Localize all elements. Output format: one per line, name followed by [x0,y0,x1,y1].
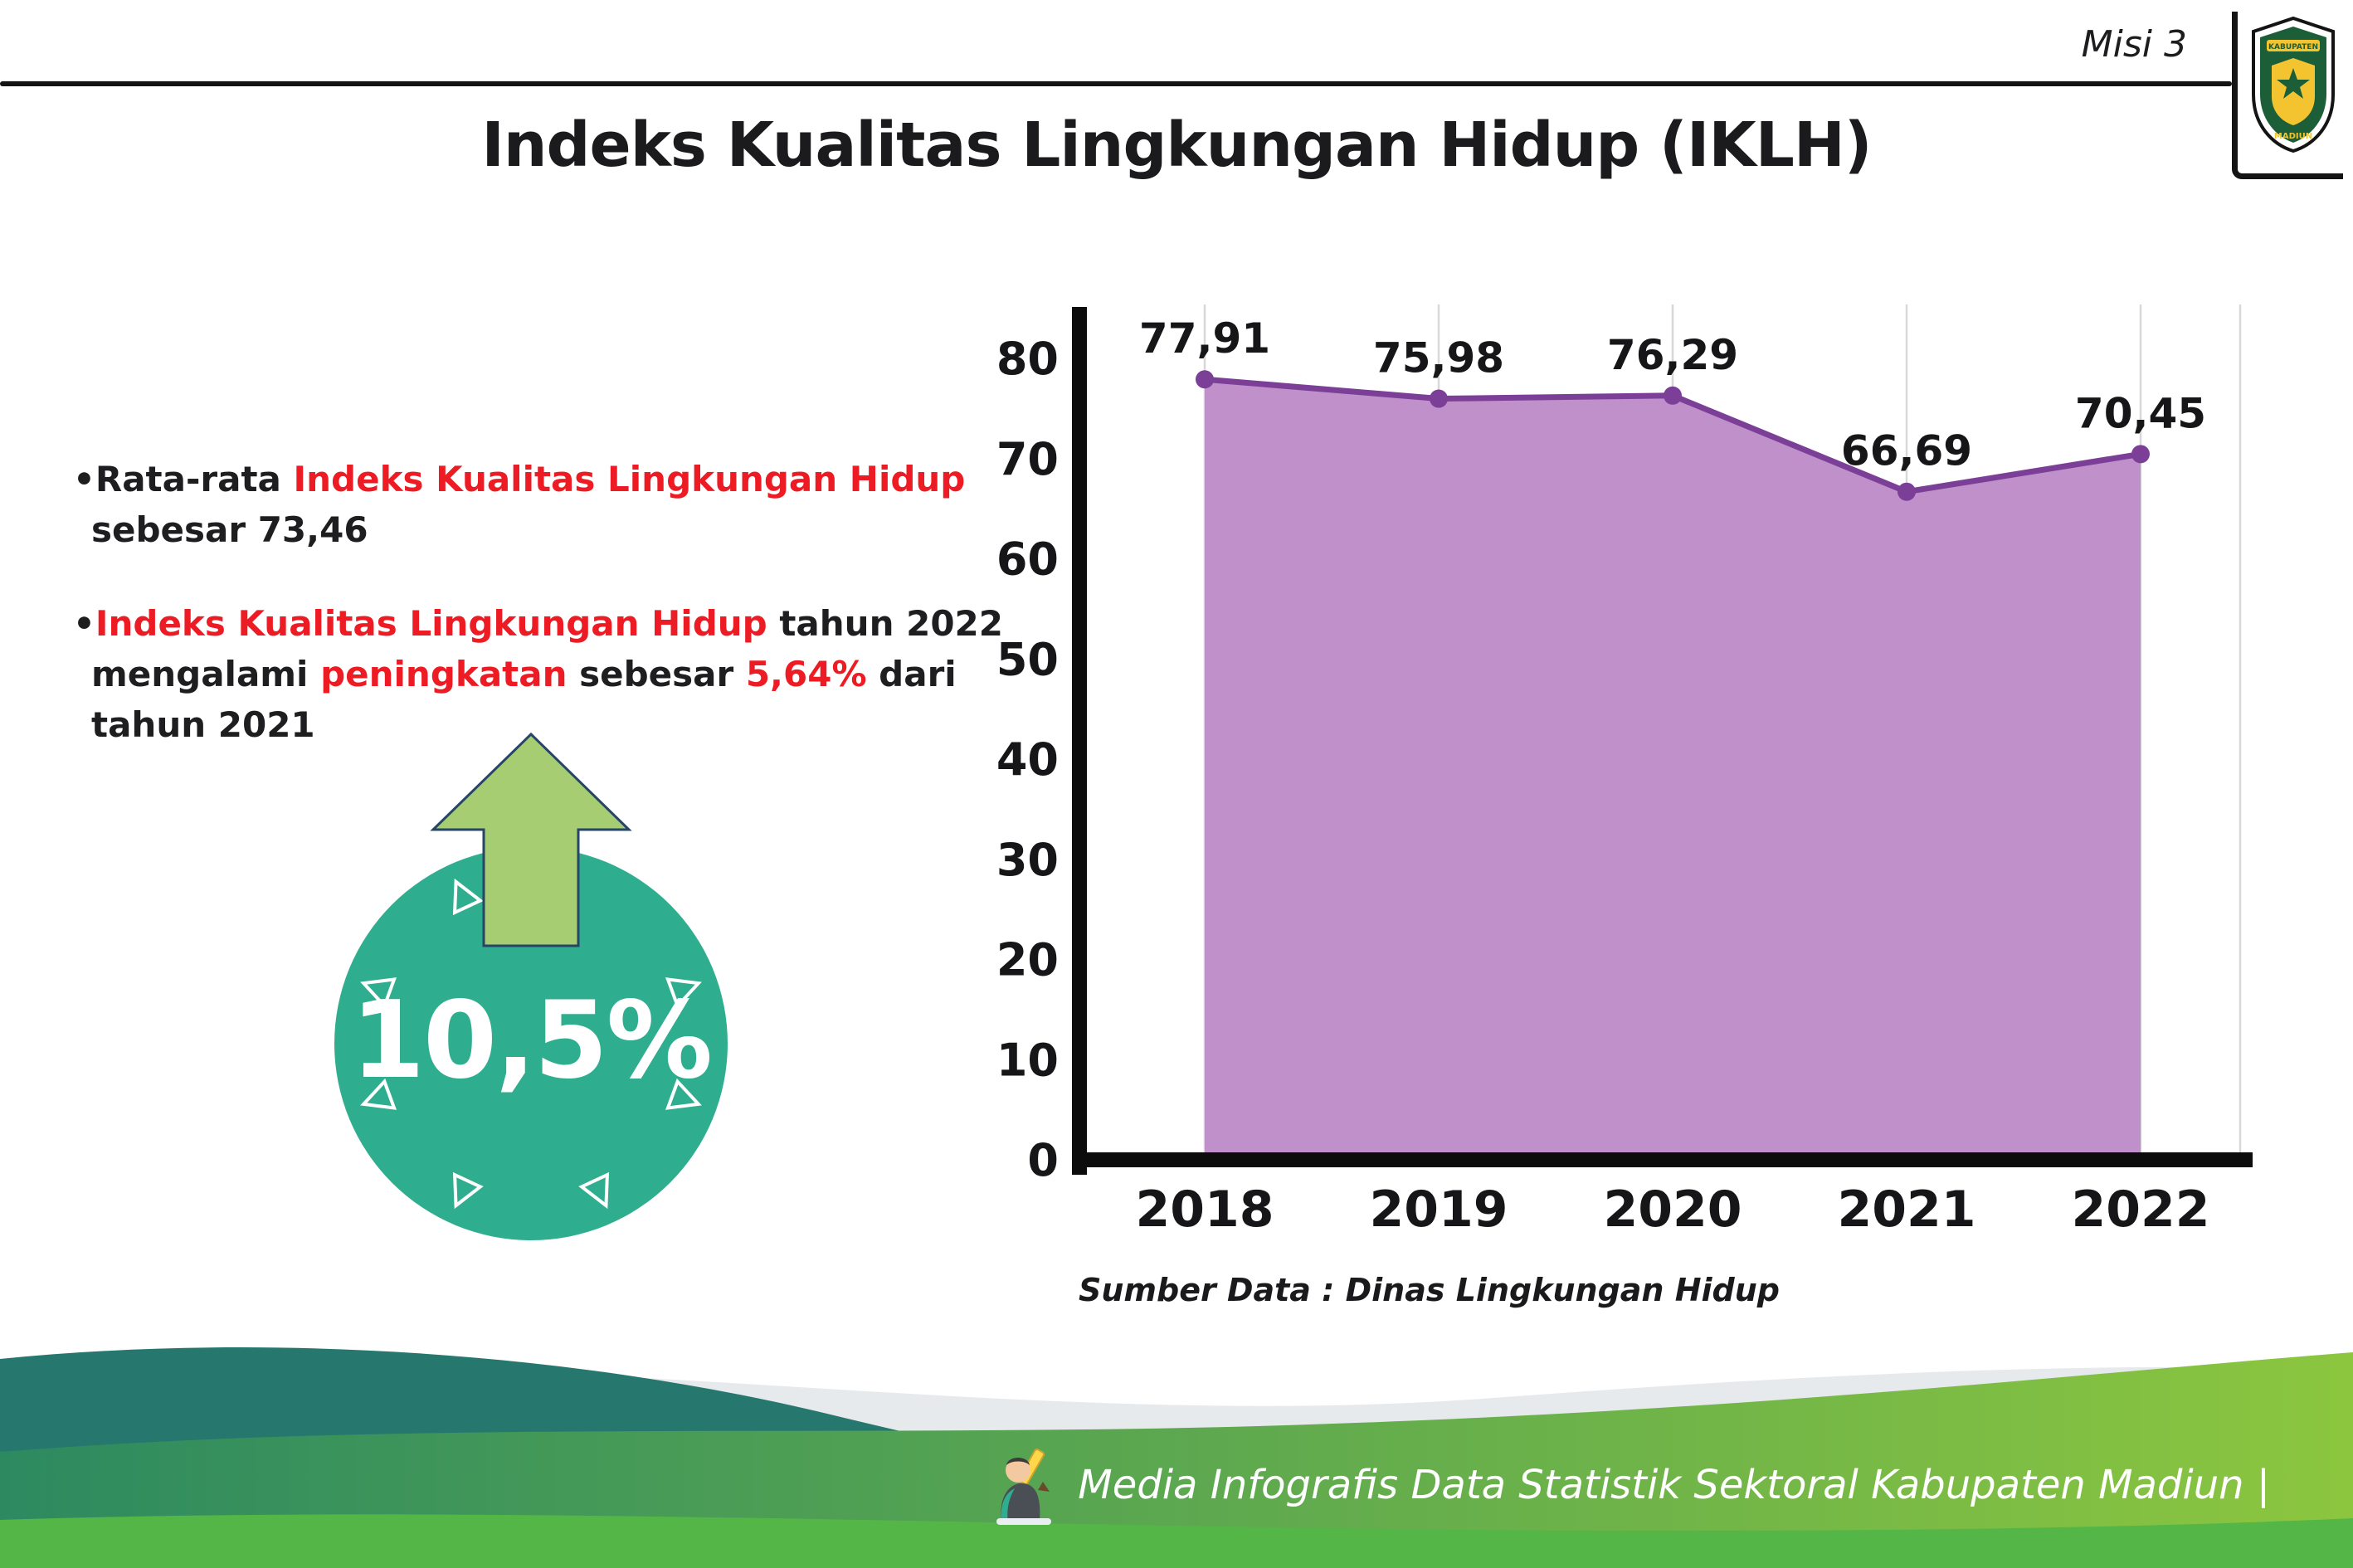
data-label: 77,91 [1139,314,1270,363]
x-tick-label: 2021 [1838,1181,1976,1239]
up-arrow-icon [430,732,632,947]
data-label: 66,69 [1841,427,1972,475]
footer-caption: Media Infografis Data Statistik Sektoral… [1078,1462,2270,1508]
bullet2-highlight-2: peningkatan [320,653,568,694]
x-tick-label: 2018 [1136,1181,1274,1239]
svg-text:KABUPATEN: KABUPATEN [2268,43,2318,51]
bullet-marker: • [73,602,95,644]
y-tick-label: 30 [996,834,1059,886]
x-axis [1072,1152,2253,1167]
data-source-caption: Sumber Data : Dinas Lingkungan Hidup [1079,1272,1780,1308]
area-fill [1205,379,2141,1160]
x-tick-label: 2019 [1370,1181,1508,1239]
y-tick-label: 10 [996,1034,1059,1086]
y-tick-label: 40 [996,733,1059,786]
bullet2-highlight-3: 5,64% [745,653,867,694]
data-point [1430,389,1448,408]
svg-text:MADIUN: MADIUN [2274,132,2312,141]
page-title: Indeks Kualitas Lingkungan Hidup (IKLH) [481,110,1872,181]
increase-percentage: 10,5% [350,979,713,1103]
bullet-average-iklh: •Rata-rata Indeks Kualitas Lingkungan Hi… [73,455,1011,556]
y-tick-label: 70 [996,433,1059,485]
data-label: 70,45 [2075,389,2206,437]
bullet2-text-2: sebesar [567,653,746,694]
footer-waves [0,1347,2353,1568]
bullet2-highlight-1: Indeks Kualitas Lingkungan Hidup [95,602,767,644]
footer-wave-bottom [0,1514,2353,1568]
increase-badge [274,713,788,1327]
iklh-area-chart: 77,91 75,98 76,29 66,69 70,45 0 10 20 30 40 50 60 70… [979,295,2340,1356]
mascot-icon [996,1449,1052,1525]
kabupaten-madiun-logo: KABUPATEN MADIUN [2232,12,2343,179]
x-tick-label: 2022 [2072,1181,2210,1239]
y-tick-label: 50 [996,633,1059,685]
mission-label: Misi 3 [2081,23,2187,66]
crest-icon: KABUPATEN MADIUN [2252,16,2335,153]
bullet1-value: sebesar 73,46 [91,509,368,550]
y-tick-label: 0 [1027,1134,1059,1186]
bullet2-text-1: tahun 2022 mengalami [91,602,1003,694]
y-tick-label: 60 [996,533,1059,586]
data-label: 75,98 [1373,334,1504,382]
bullet2-text-3: dari tahun 2021 [91,653,957,745]
bullet-increase-iklh: •Indeks Kualitas Lingkungan Hidup tahun … [73,599,1011,751]
data-point [2131,445,2150,464]
bullet1-highlight: Indeks Kualitas Lingkungan Hidup [293,459,966,499]
y-tick-label: 20 [996,934,1059,986]
bullet-marker: • [73,459,95,499]
data-point [1664,386,1682,405]
summary-bullets: •Rata-rata Indeks Kualitas Lingkungan Hi… [73,455,1011,793]
bullet1-text: Rata-rata [95,459,294,499]
footer-caption-row: Media Infografis Data Statistik Sektoral… [990,1442,2270,1528]
data-point [1196,370,1214,389]
chart-canvas: 77,91 75,98 76,29 66,69 70,45 0 10 20 30 40 50 60 70… [996,304,2253,1239]
badge-tick-marks [360,878,702,1210]
badge-circle [334,847,728,1240]
y-axis [1072,307,1087,1175]
data-label: 76,29 [1607,331,1738,379]
data-point [1898,482,1916,501]
y-tick-label: 80 [996,333,1059,385]
footer-wave-green [0,1352,2353,1568]
header-rule [0,81,2232,86]
x-tick-label: 2020 [1604,1181,1742,1239]
footer: Media Infografis Data Statistik Sektoral… [0,1327,2353,1568]
